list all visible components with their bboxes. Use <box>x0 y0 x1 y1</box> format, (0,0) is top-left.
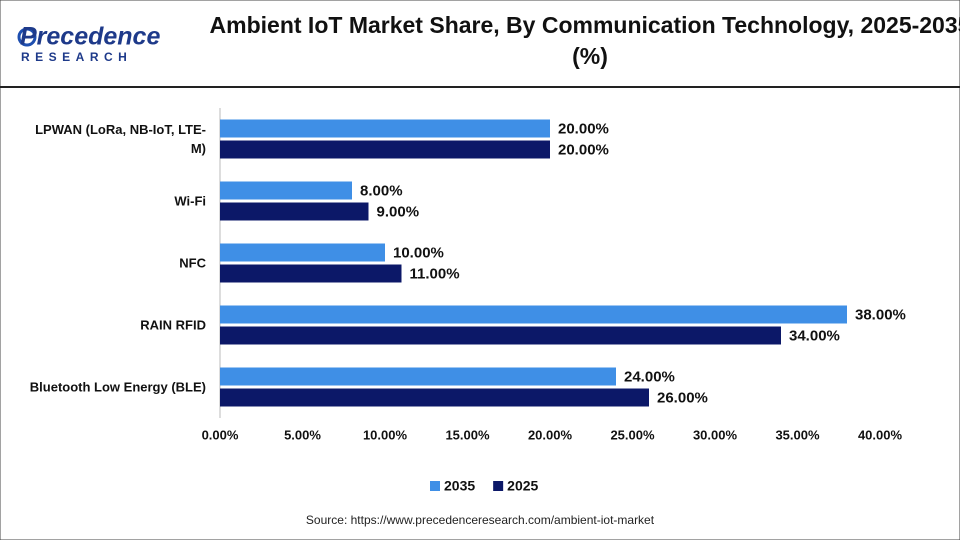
x-tick-label: 5.00% <box>284 427 321 442</box>
data-label: 11.00% <box>410 265 460 282</box>
data-label: 34.00% <box>789 327 840 344</box>
legend-swatch <box>493 481 504 491</box>
y-tick-label: Wi-Fi <box>174 193 206 209</box>
y-tick-label: NFC <box>179 255 206 271</box>
x-tick-label: 40.00% <box>858 427 903 442</box>
y-tick-label: LPWAN (LoRa, NB-IoT, LTE-M) <box>35 122 206 156</box>
bar <box>220 367 616 386</box>
x-tick-label: 35.00% <box>775 427 820 442</box>
bar <box>220 119 550 138</box>
bar <box>220 388 649 407</box>
x-tick-label: 15.00% <box>445 427 490 442</box>
bar <box>220 264 402 283</box>
data-label: 20.00% <box>558 120 609 137</box>
legend-label: 2025 <box>507 478 538 494</box>
bar <box>220 202 369 221</box>
x-tick-label: 10.00% <box>363 427 408 442</box>
x-tick-label: 25.00% <box>610 427 655 442</box>
data-label: 9.00% <box>377 203 420 220</box>
logo: Precedence RESEARCH <box>17 23 160 64</box>
x-tick-label: 20.00% <box>528 427 573 442</box>
bar <box>220 181 352 200</box>
data-label: 8.00% <box>360 182 403 199</box>
data-label: 20.00% <box>558 141 609 158</box>
bar <box>220 140 550 159</box>
logo-icon <box>17 27 37 47</box>
logo-tagline: RESEARCH <box>21 50 132 64</box>
chart-title: Ambient IoT Market Share, By Communicati… <box>209 12 960 69</box>
bar <box>220 243 385 262</box>
data-label: 38.00% <box>855 306 906 323</box>
data-label: 26.00% <box>657 389 708 406</box>
y-tick-label: RAIN RFID <box>140 317 206 333</box>
x-tick-label: 0.00% <box>202 427 239 442</box>
logo-name: Precedence <box>20 23 160 51</box>
source: Source: https://www.precedenceresearch.c… <box>306 513 655 527</box>
legend-label: 2035 <box>444 478 475 494</box>
y-tick-label: Bluetooth Low Energy (BLE) <box>29 379 206 395</box>
legend-swatch <box>430 481 440 491</box>
bar <box>220 326 781 345</box>
data-label: 24.00% <box>624 368 675 385</box>
x-tick-label: 30.00% <box>693 427 738 442</box>
data-label: 10.00% <box>393 244 444 261</box>
bar <box>220 305 847 324</box>
